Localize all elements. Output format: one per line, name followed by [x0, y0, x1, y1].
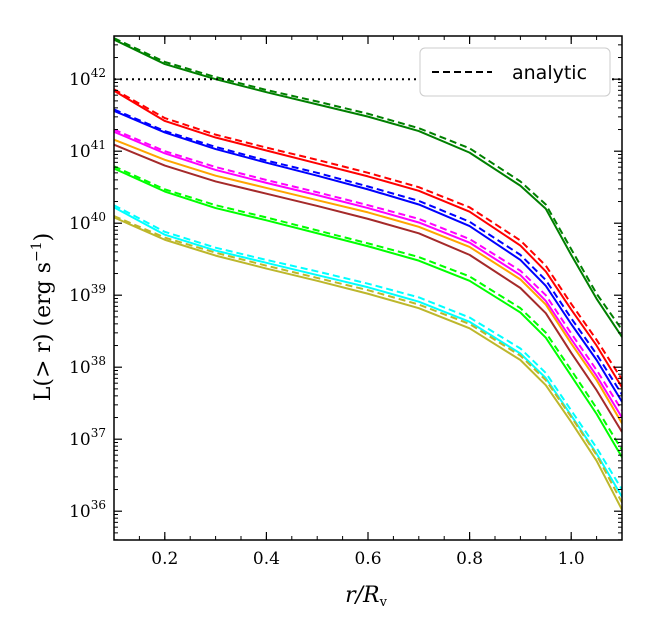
y-axis-label-close: )	[31, 233, 56, 242]
series-line-13	[114, 206, 622, 498]
x-axis-ticks: 0.2 0.4 0.6 0.8 1.0	[113, 36, 623, 569]
series-line-14	[114, 204, 622, 491]
y-tick-label: 1036	[69, 498, 106, 522]
y-tick-label: 1037	[69, 426, 106, 450]
series-line-9	[114, 138, 622, 424]
y-tick-label: 1040	[69, 210, 106, 234]
series-line-4	[114, 88, 622, 380]
series-line-5	[114, 109, 622, 403]
series-line-10	[114, 143, 622, 433]
y-axis-ticks: 1036 1037 1038 1039 1040 1041 1042	[69, 44, 622, 541]
x-tick-label: 1.0	[558, 549, 585, 569]
series-line-16	[114, 215, 622, 504]
y-axis-label: L(> r) (erg s−1)	[29, 233, 56, 401]
x-axis-label-subscript: v	[379, 595, 388, 610]
legend-box	[419, 47, 611, 97]
y-axis-label-main: L(> r) (erg s	[31, 262, 56, 401]
y-tick-label: 1038	[69, 354, 106, 378]
series-line-1	[114, 38, 622, 338]
series-layer	[114, 37, 622, 511]
y-axis-label-superscript: −1	[29, 241, 45, 262]
series-line-2	[114, 37, 622, 331]
x-tick-label: 0.4	[253, 549, 280, 569]
series-line-11	[114, 167, 622, 458]
series-line-3	[114, 89, 622, 388]
series-line-6	[114, 108, 622, 396]
y-tick-label: 1042	[69, 66, 106, 90]
legend-label-analytic: analytic	[512, 62, 587, 84]
x-tick-label: 0.2	[151, 549, 178, 569]
legend: analytic	[419, 47, 611, 97]
series-line-15	[114, 216, 622, 511]
y-tick-label: 1039	[69, 282, 106, 306]
series-line-8	[114, 128, 622, 411]
y-tick-label: 1041	[69, 138, 106, 162]
series-line-7	[114, 130, 622, 419]
x-axis-label-main: r/R	[345, 583, 380, 608]
x-tick-label: 0.8	[456, 549, 483, 569]
x-axis-label: r/Rv	[345, 583, 388, 610]
x-tick-label: 0.6	[354, 549, 381, 569]
